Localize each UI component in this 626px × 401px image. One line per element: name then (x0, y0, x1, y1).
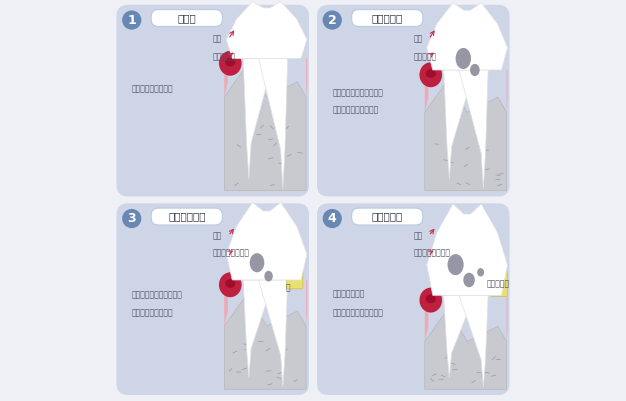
Ellipse shape (264, 271, 273, 282)
Polygon shape (224, 278, 232, 326)
FancyBboxPatch shape (317, 5, 510, 196)
Text: 歯周ポケットは深く: 歯周ポケットは深く (132, 85, 173, 94)
Text: 歯垒: 歯垒 (213, 35, 222, 44)
Text: 腪れ・出血: 腪れ・出血 (413, 52, 436, 61)
Polygon shape (306, 59, 307, 97)
Text: 4: 4 (328, 212, 337, 225)
Text: 2: 2 (328, 14, 337, 26)
Text: 腪れ・出血・口臭: 腪れ・出血・口臭 (213, 249, 250, 258)
Ellipse shape (470, 64, 480, 76)
Ellipse shape (225, 58, 235, 67)
Polygon shape (224, 64, 306, 191)
Polygon shape (444, 295, 475, 378)
Polygon shape (243, 59, 274, 179)
Ellipse shape (477, 268, 484, 277)
Text: 歯垒: 歯垒 (413, 231, 423, 240)
Text: 腪れ・出血・口臭: 腪れ・出血・口臭 (413, 249, 450, 258)
Circle shape (322, 209, 342, 228)
Polygon shape (427, 3, 508, 70)
Text: 歯槽骨の消失２／３以上: 歯槽骨の消失２／３以上 (332, 308, 383, 317)
Ellipse shape (463, 273, 475, 287)
Polygon shape (425, 68, 433, 112)
Ellipse shape (456, 48, 471, 69)
FancyBboxPatch shape (116, 5, 309, 196)
FancyBboxPatch shape (151, 208, 222, 225)
FancyBboxPatch shape (116, 203, 309, 395)
Ellipse shape (219, 51, 242, 76)
Text: 歯槽骨の消失が進む: 歯槽骨の消失が進む (132, 308, 173, 317)
Polygon shape (459, 70, 488, 189)
Ellipse shape (448, 254, 464, 275)
Text: 中等度歯周炎: 中等度歯周炎 (168, 212, 205, 221)
Polygon shape (459, 295, 488, 387)
Polygon shape (427, 204, 508, 295)
FancyBboxPatch shape (491, 271, 507, 296)
Polygon shape (259, 59, 288, 189)
Text: 歯垒: 歯垒 (413, 35, 423, 44)
Text: 初期歯周炎: 初期歯周炎 (372, 13, 403, 23)
Ellipse shape (419, 288, 442, 312)
Text: 重度歯周炎: 重度歯周炎 (372, 212, 403, 221)
Text: 歯肉炎: 歯肉炎 (177, 13, 196, 23)
Ellipse shape (426, 294, 436, 303)
FancyBboxPatch shape (352, 10, 423, 26)
Polygon shape (425, 79, 506, 191)
FancyBboxPatch shape (317, 203, 510, 395)
Circle shape (322, 10, 342, 30)
Ellipse shape (426, 69, 436, 78)
Text: 1: 1 (127, 14, 136, 26)
Text: 歯は常に揺れる: 歯は常に揺れる (332, 289, 365, 298)
Ellipse shape (250, 253, 264, 272)
Polygon shape (306, 280, 307, 326)
Polygon shape (425, 294, 433, 341)
Text: 膨が常態化: 膨が常態化 (486, 279, 510, 288)
Text: 歯周ポケットはより深く: 歯周ポケットはより深く (332, 89, 383, 97)
Polygon shape (224, 294, 306, 389)
FancyBboxPatch shape (151, 10, 222, 26)
Polygon shape (506, 70, 508, 112)
Text: 歯槽骨が消失し始める: 歯槽骨が消失し始める (332, 106, 379, 115)
Ellipse shape (219, 272, 242, 297)
Polygon shape (425, 309, 506, 389)
FancyBboxPatch shape (352, 208, 423, 225)
Polygon shape (226, 203, 307, 280)
Polygon shape (224, 57, 232, 97)
Polygon shape (259, 280, 288, 387)
Circle shape (122, 10, 141, 30)
Polygon shape (506, 295, 508, 341)
Text: 歯周ポケットは更に深く: 歯周ポケットは更に深く (132, 291, 183, 300)
Text: 3: 3 (128, 212, 136, 225)
Text: 腪れ・出血: 腪れ・出血 (213, 52, 236, 61)
Text: 膨: 膨 (286, 283, 290, 292)
Polygon shape (243, 280, 274, 378)
Polygon shape (444, 70, 475, 179)
Circle shape (122, 209, 141, 228)
Ellipse shape (225, 279, 235, 288)
FancyBboxPatch shape (287, 263, 303, 289)
Polygon shape (226, 2, 307, 59)
Text: 歯垒: 歯垒 (213, 231, 222, 240)
Ellipse shape (419, 62, 442, 87)
